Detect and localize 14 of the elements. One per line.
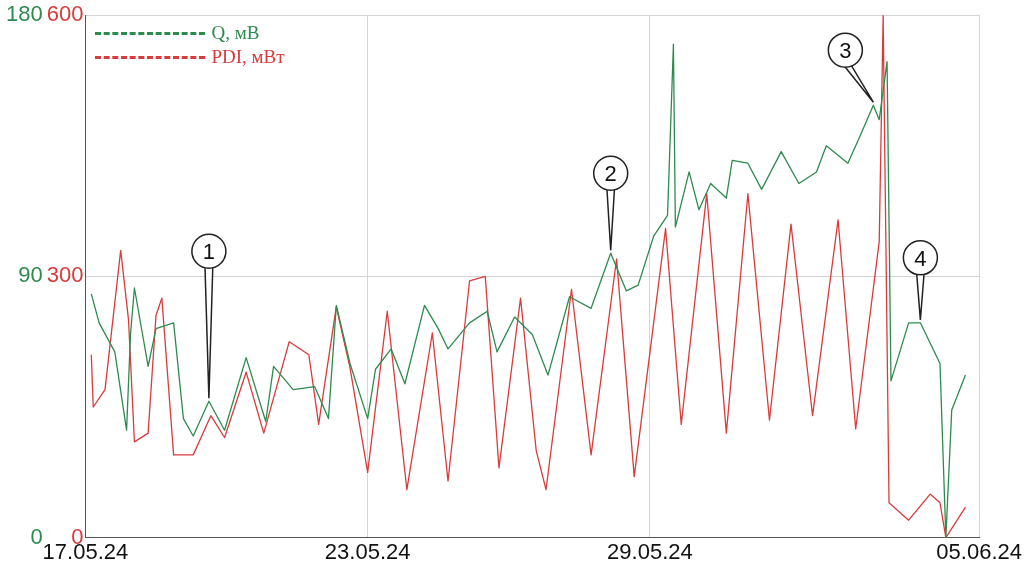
y-tick-label: 180 <box>5 1 43 27</box>
annotation: 4 <box>914 245 927 271</box>
y2-tick-label: 300 <box>46 262 84 288</box>
y2-tick-label: 600 <box>46 1 84 27</box>
text: Q, мВ <box>211 21 260 46</box>
text: PDI, мВт <box>211 45 285 70</box>
x-tick-label: 05.06.24 <box>936 538 1022 564</box>
x-tick-label: 23.05.24 <box>324 538 411 564</box>
x-tick-label: 29.05.24 <box>607 538 693 564</box>
annotation: 3 <box>839 38 852 64</box>
y-tick-label: 90 <box>18 262 43 288</box>
annotation: 1 <box>202 239 216 265</box>
annotation: 2 <box>604 161 617 187</box>
y-tick-label: 0 <box>30 523 43 549</box>
